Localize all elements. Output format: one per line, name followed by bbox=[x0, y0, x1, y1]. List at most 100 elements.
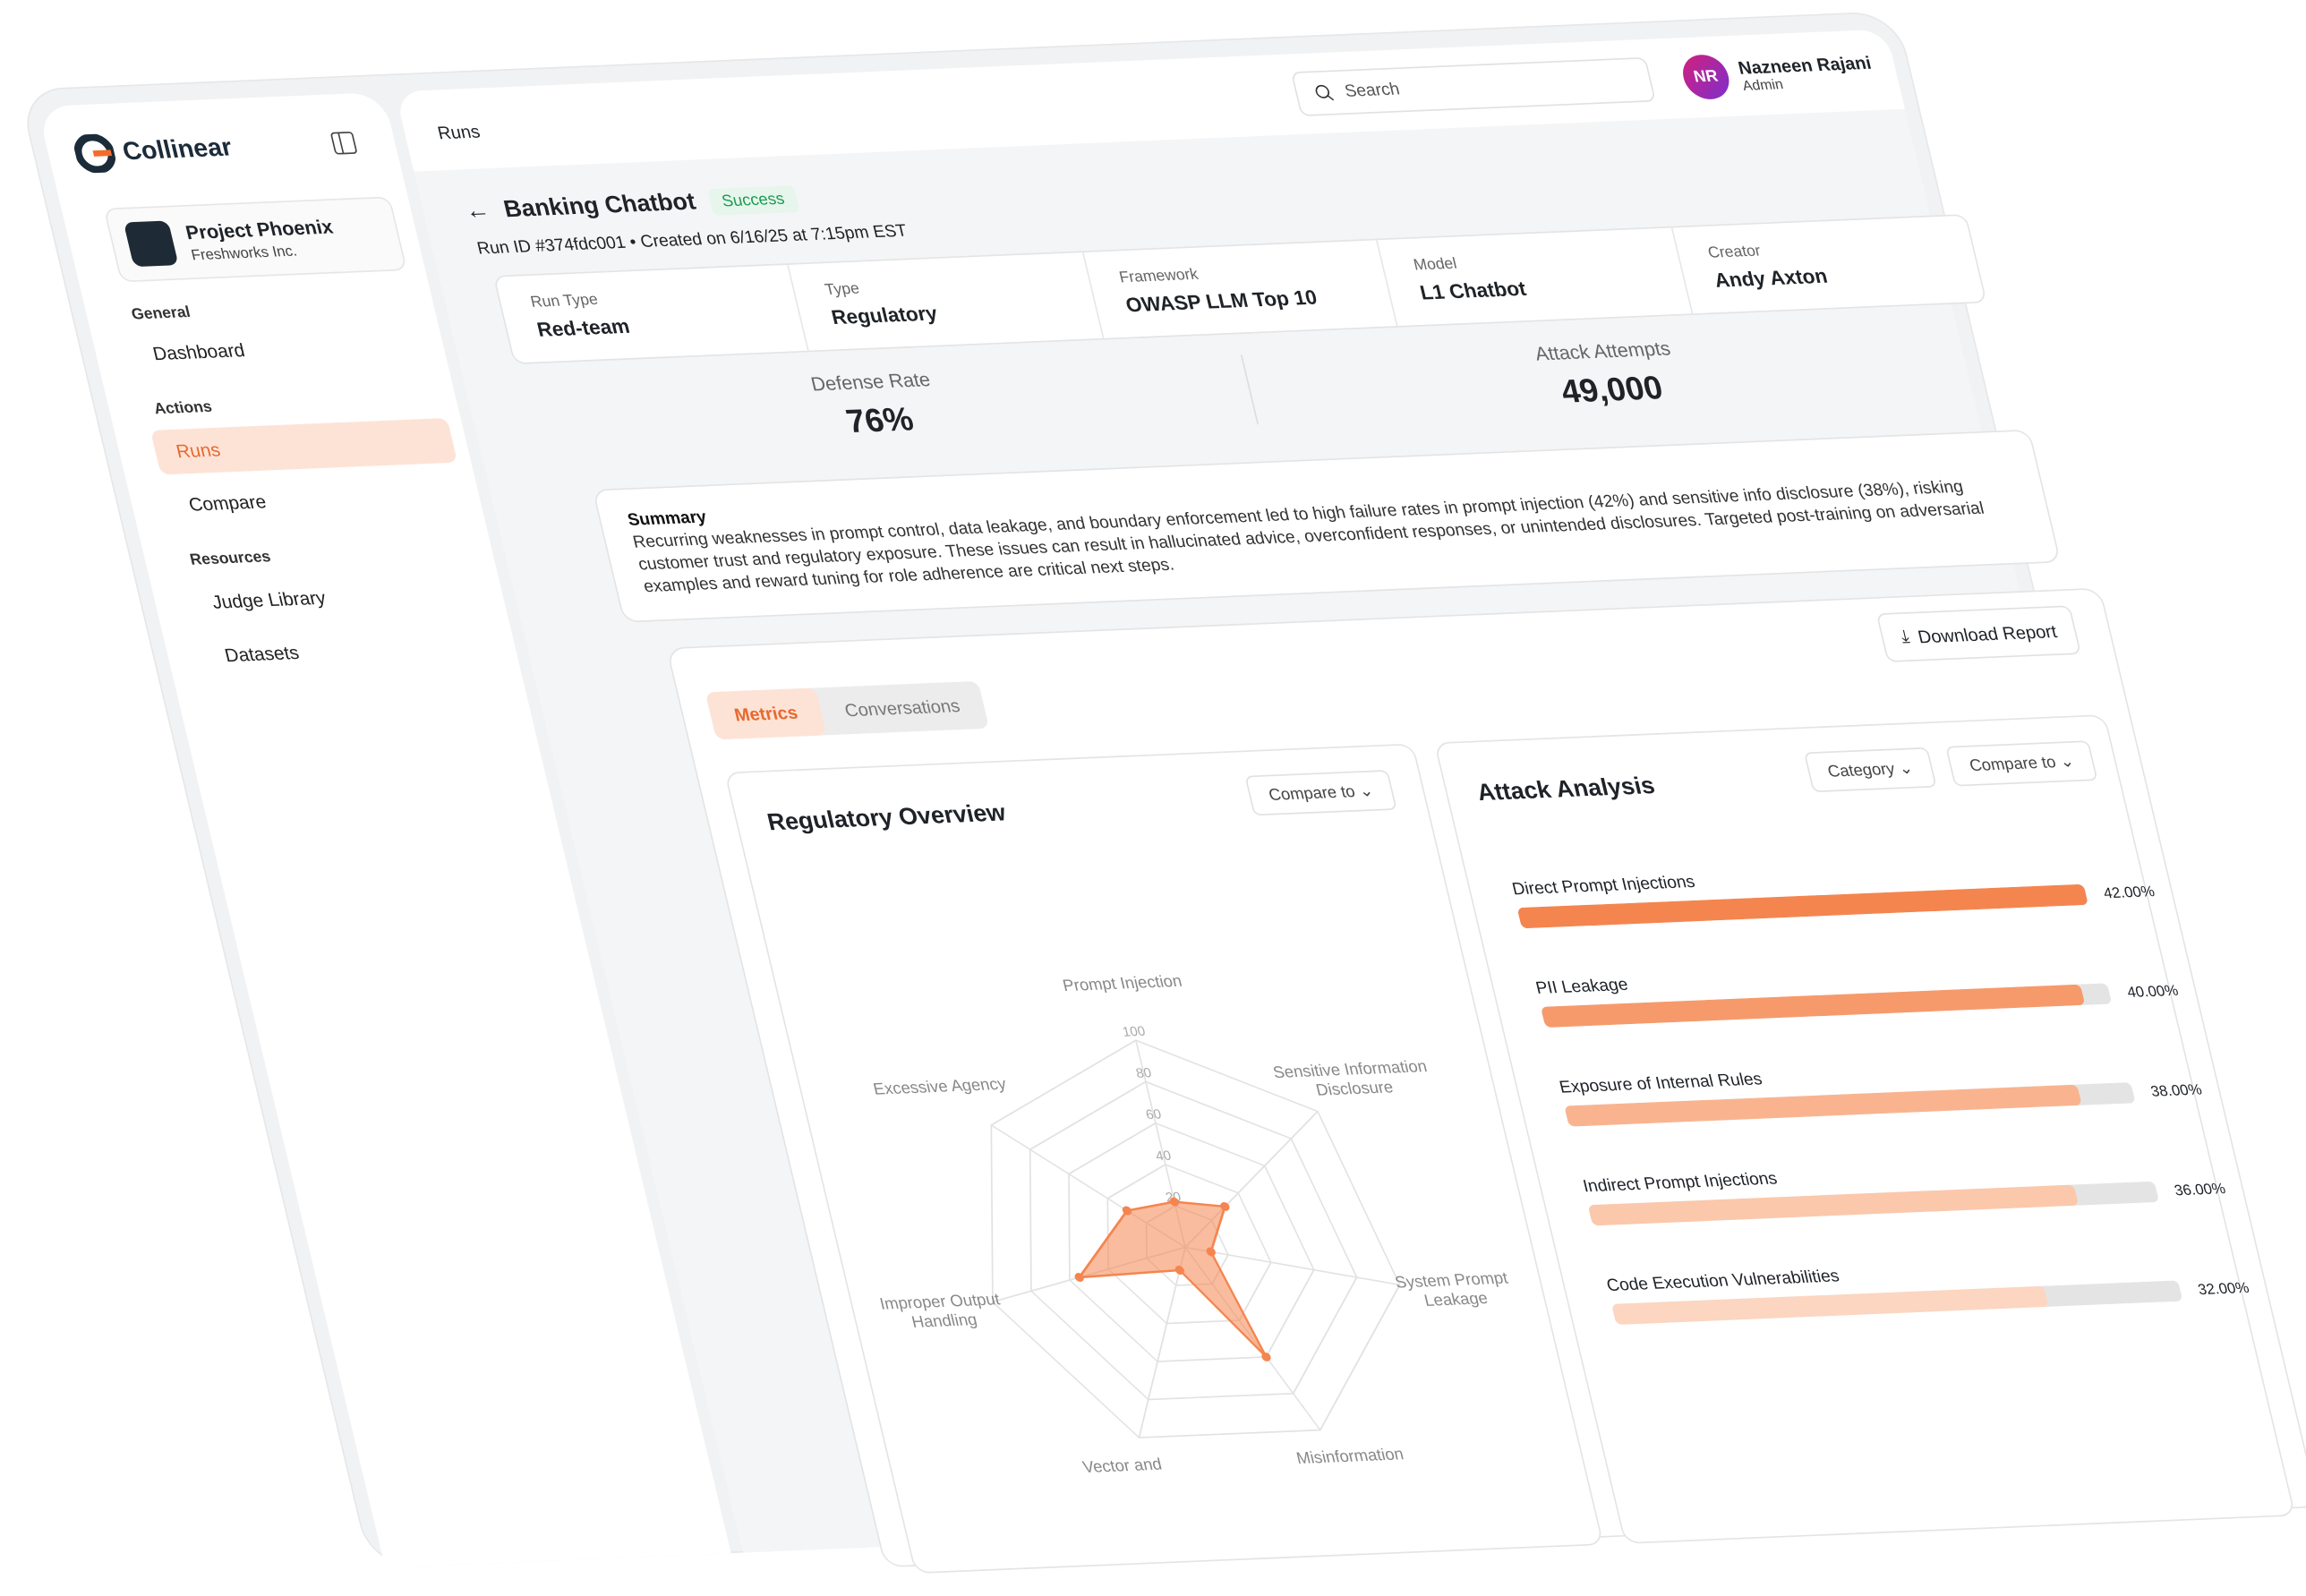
axis-label: Vector and bbox=[1080, 1455, 1165, 1478]
radar-point bbox=[1220, 1201, 1230, 1211]
avatar: NR bbox=[1678, 54, 1734, 100]
radar-point bbox=[1074, 1273, 1084, 1282]
status-badge: Success bbox=[707, 185, 799, 216]
user-menu[interactable]: NR Nazneen Rajani Admin bbox=[1678, 47, 1878, 100]
axis-label-box: System Prompt Leakage bbox=[1393, 1269, 1510, 1310]
top-bar: Runs Search NR Nazneen Rajani Admin bbox=[395, 29, 1905, 172]
nav-label: Judge Library bbox=[209, 587, 329, 613]
dropdown-label: Category bbox=[1825, 760, 1897, 781]
dropdown-label: Compare to bbox=[1267, 783, 1357, 805]
axis-label: Misinformation bbox=[1294, 1446, 1406, 1469]
run-field: Creator Andy Axton bbox=[1672, 216, 1986, 314]
value-label: 42.00% bbox=[2102, 883, 2157, 903]
radar-point bbox=[1122, 1206, 1132, 1216]
field-label: Type bbox=[823, 279, 862, 300]
radar-axis bbox=[1184, 1246, 1400, 1286]
project-name: Project Phoenix bbox=[183, 215, 336, 244]
field-value: Andy Axton bbox=[1712, 264, 1830, 292]
stat: Attack Attempts 49,000 bbox=[1240, 324, 1975, 425]
axis-label-box: Prompt Injection bbox=[1061, 972, 1184, 996]
run-meta: Run ID #374fdc001 • Created on 6/16/25 a… bbox=[475, 222, 910, 259]
stat: Defense Rate 76% bbox=[510, 355, 1243, 455]
bar-row: PII Leakage 40.00% bbox=[1534, 954, 2180, 1028]
bar-row: Code Execution Vulnerabilities 32.00% bbox=[1605, 1251, 2251, 1326]
search-icon bbox=[1315, 84, 1335, 101]
axis-label-box: Improper Output Handling bbox=[877, 1291, 1002, 1332]
brand-name: Collinear bbox=[119, 132, 235, 166]
collapse-button[interactable] bbox=[327, 129, 360, 157]
field-label: Run Type bbox=[528, 290, 601, 312]
logo bbox=[73, 133, 116, 174]
category-dropdown[interactable]: Category ⌄ bbox=[1803, 747, 1937, 793]
nav-item[interactable]: Dashboard bbox=[127, 320, 434, 377]
nav-label: Datasets bbox=[222, 642, 302, 667]
compare-dropdown[interactable]: Compare to ⌄ bbox=[1945, 740, 2098, 787]
run-field: Run Type Red-team bbox=[494, 264, 810, 363]
axis-label: Excessive Agency bbox=[871, 1075, 1009, 1099]
field-value: Regulatory bbox=[829, 302, 940, 329]
value-label: 32.00% bbox=[2196, 1280, 2251, 1300]
download-label: Download Report bbox=[1915, 619, 2059, 647]
section-title: Resources bbox=[188, 548, 273, 569]
field-label: Model bbox=[1412, 254, 1459, 275]
back-button[interactable]: ← bbox=[462, 198, 493, 225]
field-label: Creator bbox=[1705, 242, 1763, 262]
sidebar: Collinear Project Phoenix Freshworks Inc… bbox=[37, 91, 731, 1568]
tab[interactable]: Conversations bbox=[842, 695, 962, 721]
nav-item[interactable]: Compare bbox=[163, 471, 470, 527]
bar-row: Direct Prompt Injections 42.00% bbox=[1510, 855, 2157, 929]
breadcrumb: Runs bbox=[435, 121, 483, 144]
project-switcher[interactable]: Project Phoenix Freshworks Inc. bbox=[103, 196, 408, 283]
project-org: Freshworks Inc. bbox=[189, 243, 299, 265]
app-window: Collinear Project Phoenix Freshworks Inc… bbox=[18, 11, 2306, 1575]
nav-label: Compare bbox=[186, 491, 269, 516]
nav-item[interactable]: Judge Library bbox=[186, 568, 493, 625]
page: Collinear Project Phoenix Freshworks Inc… bbox=[18, 11, 2306, 1575]
download-button[interactable]: ⤓ Download Report bbox=[1875, 605, 2082, 662]
run-field: Model L1 Chatbot bbox=[1378, 227, 1693, 327]
axis-label-box: Excessive Agency bbox=[871, 1075, 1009, 1099]
bar-chart: Direct Prompt Injections 42.00% PII Leakag… bbox=[1436, 716, 2251, 1326]
chart-title: Attack Analysis bbox=[1474, 773, 1658, 807]
axis-label: Prompt Injection bbox=[1061, 972, 1184, 996]
axis-label-box: Vector and bbox=[1080, 1455, 1165, 1478]
dropdown-label: Compare to bbox=[1968, 754, 2058, 776]
search-placeholder: Search bbox=[1343, 81, 1402, 101]
radar-point bbox=[1206, 1247, 1216, 1257]
value-label: 38.00% bbox=[2148, 1082, 2204, 1101]
value-label: 36.00% bbox=[2173, 1181, 2228, 1200]
tabs: Metrics Conversations bbox=[705, 680, 989, 740]
metrics-panel: Metrics Conversations ⤓ Download Report Re… bbox=[665, 587, 2306, 1575]
axis-label-box: Misinformation bbox=[1294, 1446, 1406, 1469]
r-tick-label: 100 bbox=[1121, 1024, 1147, 1040]
field-value: L1 Chatbot bbox=[1417, 277, 1529, 304]
brand: Collinear bbox=[71, 124, 362, 174]
axis-label: Sensitive Information Disclosure bbox=[1271, 1058, 1430, 1100]
run-field: Type Regulatory bbox=[789, 252, 1105, 351]
nav-item[interactable]: Datasets bbox=[199, 622, 506, 679]
section-title: General bbox=[129, 303, 192, 324]
axis-label-box: Sensitive Information Disclosure bbox=[1271, 1058, 1430, 1100]
compare-dropdown[interactable]: Compare to ⌄ bbox=[1244, 770, 1397, 816]
run-header: ← Banking Chatbot Success bbox=[463, 185, 799, 226]
field-label: Framework bbox=[1117, 265, 1200, 287]
chart-title: Regulatory Overview bbox=[764, 800, 1009, 837]
radar-area bbox=[1076, 1200, 1268, 1358]
nav-label: Dashboard bbox=[150, 339, 247, 365]
summary-card: Summary Recurring weaknesses in prompt co… bbox=[592, 429, 2062, 623]
radar-point bbox=[1174, 1266, 1184, 1275]
field-value: OWASP LLM Top 10 bbox=[1123, 286, 1320, 317]
axis-label: Improper Output Handling bbox=[877, 1291, 1002, 1332]
bar-row: Exposure of Internal Rules 38.00% bbox=[1558, 1054, 2204, 1127]
section-title: Actions bbox=[152, 397, 214, 419]
search-box[interactable]: Search bbox=[1290, 56, 1657, 117]
radar-point bbox=[1169, 1197, 1180, 1207]
value-label: 40.00% bbox=[2125, 983, 2181, 1003]
bar-row: Indirect Prompt Injections 36.00% bbox=[1582, 1152, 2227, 1226]
run-title: Banking Chatbot bbox=[501, 189, 699, 223]
tab[interactable]: Metrics bbox=[705, 687, 827, 740]
axis-label: System Prompt Leakage bbox=[1393, 1269, 1510, 1310]
field-value: Red-team bbox=[534, 314, 632, 341]
nav-item[interactable]: Runs bbox=[149, 417, 458, 475]
